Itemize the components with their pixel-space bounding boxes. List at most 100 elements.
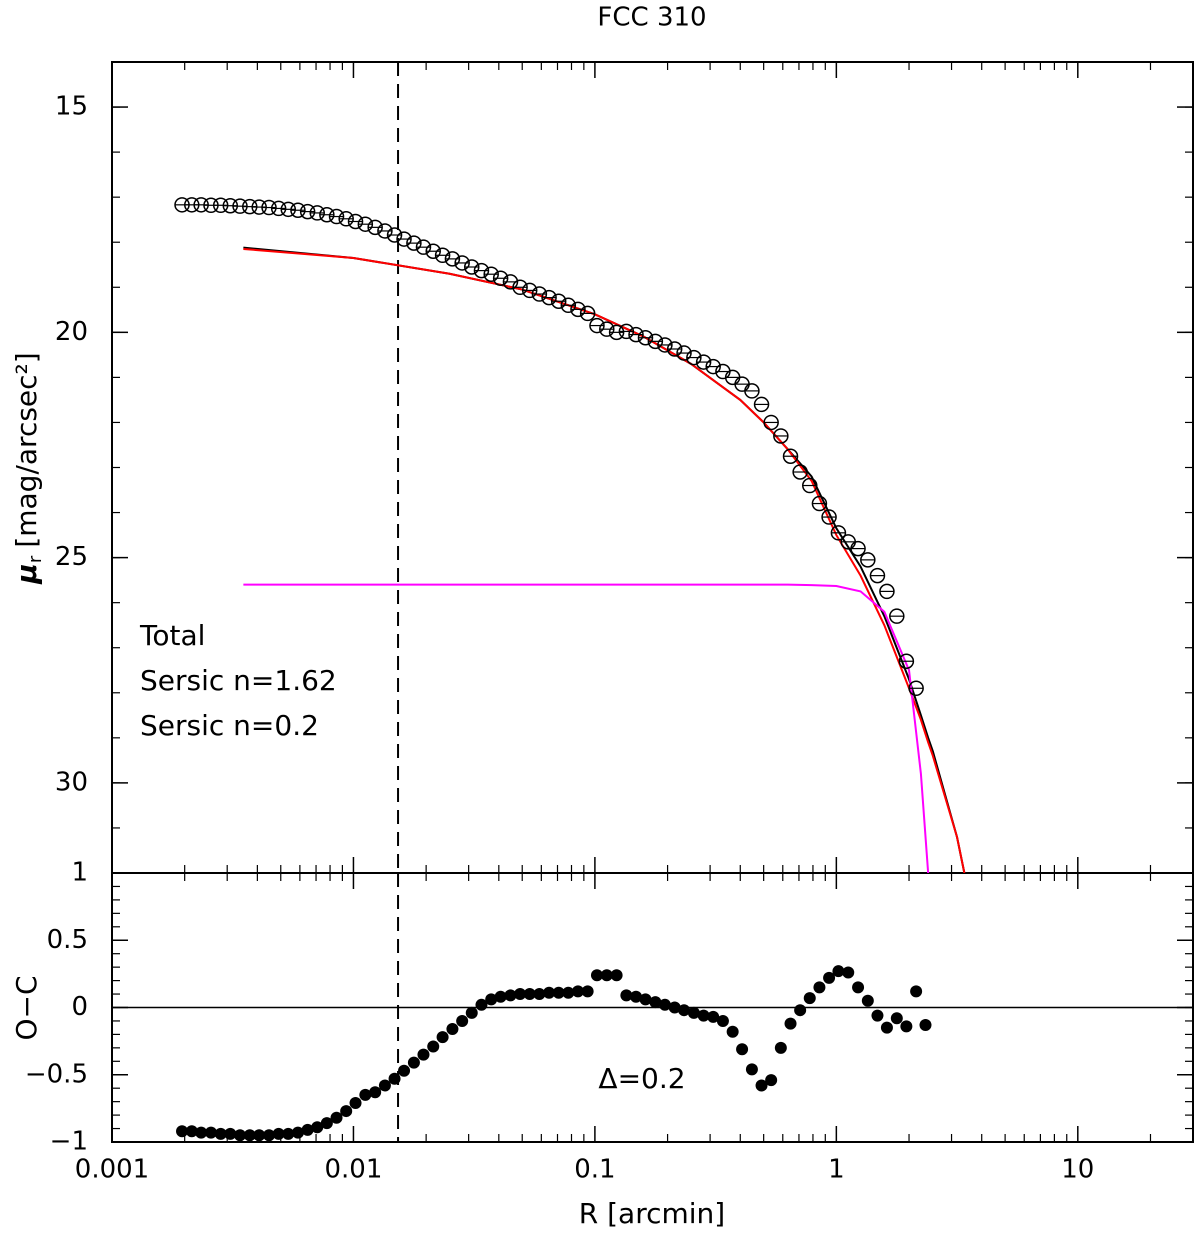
residual-point (832, 965, 845, 978)
residual-y-label: O−C (10, 975, 43, 1040)
residual-point (398, 1064, 411, 1077)
residual-point (880, 1021, 893, 1034)
residual-point (784, 1017, 797, 1030)
residual-point (224, 1127, 237, 1140)
residual-point (214, 1127, 227, 1140)
y-tick-label: 0.5 (47, 925, 88, 955)
chart-title: FCC 310 (597, 3, 706, 33)
y-tick-label: 1 (71, 858, 88, 888)
residual-point (176, 1125, 189, 1138)
residual-point (630, 990, 643, 1003)
residual-point (620, 989, 633, 1002)
residual-point (533, 988, 546, 1001)
residual-point (195, 1126, 208, 1139)
y-tick-label: 0 (71, 992, 88, 1022)
residual-point (446, 1023, 459, 1036)
residual-point (852, 981, 865, 994)
residual-point (571, 985, 584, 998)
residual-point (687, 1006, 700, 1019)
residual-point (378, 1079, 391, 1092)
y-axis-label: μr [mag/arcsec²] (10, 352, 46, 584)
residual-point (678, 1004, 691, 1017)
residual-point (272, 1127, 285, 1140)
residual-point (861, 994, 874, 1007)
residual-point (320, 1117, 333, 1130)
residual-point (803, 992, 816, 1005)
residual-point (185, 1125, 198, 1138)
residual-point (726, 1025, 739, 1038)
residual-point (697, 1009, 710, 1022)
residual-point (485, 993, 498, 1006)
x-tick-label: 1 (828, 1155, 845, 1185)
y-tick-label: −1 (50, 1127, 88, 1157)
residual-point (813, 981, 826, 994)
residual-point (204, 1126, 217, 1139)
residual-point (736, 1043, 749, 1056)
residual-point (543, 986, 556, 999)
residual-point (243, 1129, 256, 1142)
y-tick-label: 25 (55, 542, 88, 572)
residual-point (774, 1041, 787, 1054)
residual-point (610, 969, 623, 982)
residual-point (755, 1079, 768, 1092)
residual-point (349, 1096, 362, 1109)
x-tick-label: 0.1 (574, 1155, 615, 1185)
x-tick-label: 10 (1061, 1155, 1094, 1185)
legend-label: Sersic n=0.2 (140, 709, 319, 742)
residual-point (639, 993, 652, 1006)
residual-point (282, 1127, 295, 1140)
residual-point (823, 971, 836, 984)
y-tick-label: 30 (55, 767, 88, 797)
residual-point (234, 1129, 247, 1142)
residual-point (494, 990, 507, 1003)
residual-point (716, 1014, 729, 1027)
residual-point (514, 988, 527, 1001)
residual-point (765, 1074, 778, 1087)
residual-point (369, 1086, 382, 1099)
residual-point (427, 1040, 440, 1053)
residual-point (919, 1018, 932, 1031)
residual-point (417, 1048, 430, 1061)
y-tick-label: 20 (55, 317, 88, 347)
residual-point (523, 988, 536, 1001)
residual-point (649, 996, 662, 1009)
x-tick-label: 0.001 (75, 1155, 149, 1185)
residual-point (301, 1123, 314, 1136)
x-axis-label: R [arcmin] (579, 1197, 725, 1230)
residual-point (475, 998, 488, 1011)
annotation: Δ=0.2 (598, 1062, 685, 1095)
residual-point (465, 1006, 478, 1019)
residual-point (436, 1031, 449, 1044)
residual-point (707, 1010, 720, 1023)
y-tick-label: −0.5 (25, 1059, 88, 1089)
residual-point (668, 1001, 681, 1014)
plot-frame (111, 61, 1194, 874)
residual-point (407, 1056, 420, 1069)
residual-point (842, 966, 855, 979)
residual-point (794, 1004, 807, 1017)
residual-point (590, 969, 603, 982)
residual-point (504, 989, 517, 1002)
model-curve (243, 583, 930, 873)
residual-point (388, 1072, 401, 1085)
residual-point (745, 1063, 758, 1076)
residual-point (330, 1111, 343, 1124)
residual-point (658, 998, 671, 1011)
residual-point (552, 986, 565, 999)
residual-point (311, 1121, 324, 1134)
residual-point (340, 1105, 353, 1118)
residual-point (359, 1088, 372, 1101)
residual-point (456, 1014, 469, 1027)
legend-label: Total (139, 619, 205, 652)
residual-point (900, 1020, 913, 1033)
x-tick-label: 0.01 (325, 1155, 383, 1185)
y-label-unit: [mag/arcsec²] (10, 352, 43, 547)
residual-point (910, 985, 923, 998)
model-curve (243, 246, 966, 873)
legend-label: Sersic n=1.62 (140, 664, 337, 697)
residual-point (600, 969, 613, 982)
residual-point (291, 1126, 304, 1139)
residual-point (581, 985, 594, 998)
residual-point (871, 1009, 884, 1022)
